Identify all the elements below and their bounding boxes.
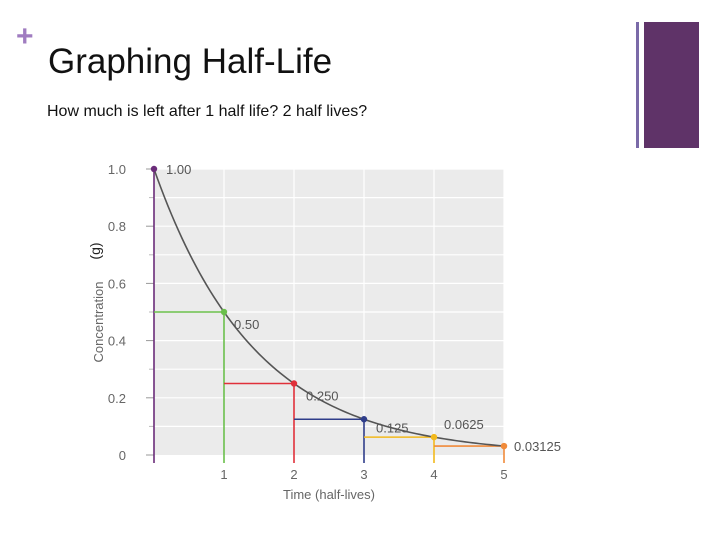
y-tick-label: 0: [119, 448, 126, 463]
data-label: 1.00: [166, 162, 191, 177]
slide-title: Graphing Half-Life: [48, 42, 333, 81]
data-label: 0.125: [376, 420, 409, 435]
data-point: [430, 433, 438, 441]
data-point: [220, 308, 228, 316]
x-tick-label: 4: [430, 467, 437, 482]
y-tick-label: 0.6: [108, 276, 126, 291]
data-label: 0.250: [306, 389, 339, 404]
y-unit-label: (g): [87, 242, 103, 260]
decorative-line: [636, 22, 639, 148]
decorative-block: [644, 22, 699, 148]
data-point: [150, 165, 158, 173]
plus-icon: +: [16, 20, 34, 53]
slide-subtitle: How much is left after 1 half life? 2 ha…: [47, 103, 368, 120]
y-tick-label: 0.8: [108, 219, 126, 234]
decay-curve: [153, 168, 505, 447]
y-tick-label: 1.0: [108, 162, 126, 177]
x-tick-label: 2: [290, 467, 297, 482]
data-label: 0.50: [234, 317, 259, 332]
data-label: 0.0625: [444, 417, 484, 432]
y-tick-label: 0.4: [108, 334, 126, 349]
x-axis-label: Time (half-lives): [283, 487, 375, 502]
x-tick-label: 5: [500, 467, 507, 482]
y-axis-label: Concentration: [91, 282, 106, 363]
data-point: [290, 380, 298, 387]
x-tick-label: 3: [360, 467, 367, 482]
y-tick-label: 0.2: [108, 391, 126, 406]
x-tick-label: 1: [220, 467, 227, 482]
data-label: 0.03125: [514, 439, 561, 454]
data-point: [500, 442, 508, 450]
data-point: [360, 416, 368, 423]
